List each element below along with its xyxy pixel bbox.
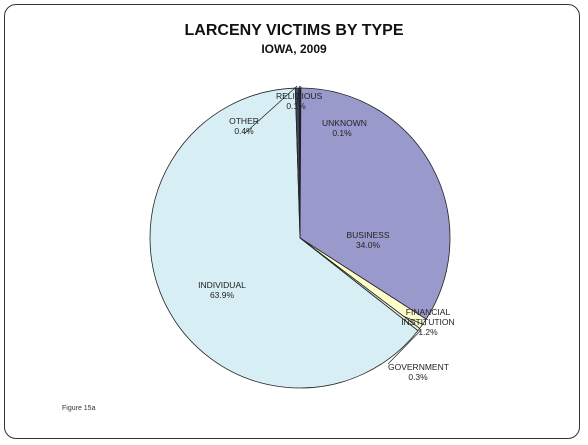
slice-label: FINANCIAL INSTITUTION 1.2% bbox=[398, 307, 458, 337]
slice-value: 0.3% bbox=[408, 372, 428, 382]
slice-name: BUSINESS bbox=[346, 230, 390, 240]
slice-label: UNKNOWN 0.1% bbox=[322, 118, 367, 138]
slice-label: INDIVIDUAL 63.9% bbox=[197, 280, 247, 300]
figure-note: Figure 15a bbox=[62, 405, 96, 412]
slice-value: 0.1% bbox=[286, 101, 306, 111]
chart-title: LARCENY VICTIMS BY TYPE bbox=[184, 22, 404, 39]
leader-line bbox=[243, 85, 298, 135]
frame bbox=[4, 4, 580, 439]
slice-value: 0.1% bbox=[332, 128, 352, 138]
pie-slice bbox=[149, 87, 419, 389]
slice-name: GOVERNMENT bbox=[388, 362, 449, 372]
slice-value: 63.9% bbox=[209, 290, 235, 300]
slice-name: OTHER bbox=[229, 116, 259, 126]
pie-slice bbox=[299, 87, 451, 320]
slice-name: UNKNOWN bbox=[322, 118, 367, 128]
slice-label: RELIGIOUS 0.1% bbox=[276, 91, 323, 111]
slice-name: FINANCIAL INSTITUTION bbox=[401, 307, 455, 327]
slice-label: GOVERNMENT 0.3% bbox=[388, 362, 449, 382]
chart-subtitle: IOWA, 2009 bbox=[261, 42, 327, 56]
slice-value: 0.4% bbox=[234, 126, 254, 136]
slice-label: OTHER 0.4% bbox=[229, 116, 259, 136]
slice-value: 1.2% bbox=[418, 327, 438, 337]
slice-name: INDIVIDUAL bbox=[198, 280, 246, 290]
slice-name: RELIGIOUS bbox=[276, 91, 323, 101]
leader-line bbox=[295, 85, 300, 110]
slice-value: 34.0% bbox=[355, 240, 381, 250]
leader-line bbox=[387, 330, 421, 365]
slice-label: BUSINESS 34.0% bbox=[343, 230, 393, 250]
